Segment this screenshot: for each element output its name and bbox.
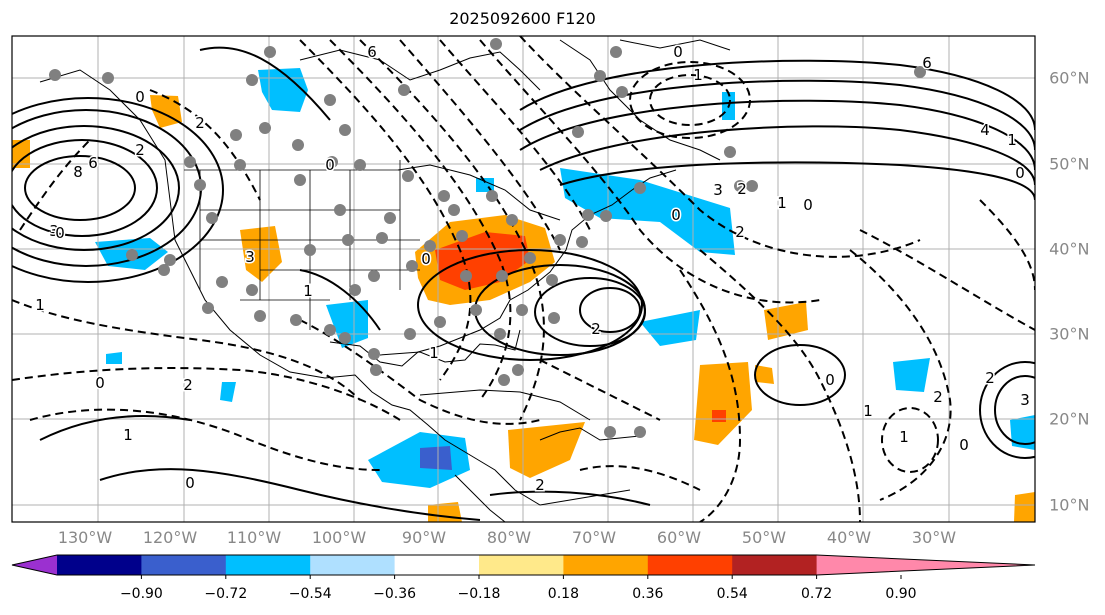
colorbar xyxy=(11,554,1036,579)
contour-label: 0 xyxy=(673,43,683,61)
longitude-label: 50°W xyxy=(741,528,787,547)
colorbar-tick-label: −0.36 xyxy=(373,586,417,602)
longitude-label: 130°W xyxy=(57,528,113,547)
contour-label: 0 xyxy=(421,250,431,268)
longitude-label: 90°W xyxy=(401,528,447,547)
longitude-label: 120°W xyxy=(142,528,198,547)
contour-label: 2 xyxy=(535,476,545,494)
latitude-label: 60°N xyxy=(1044,68,1090,88)
contour-label: 0 xyxy=(55,224,65,242)
contour-label: 0 xyxy=(325,156,335,174)
contour-label: 1 xyxy=(777,194,787,212)
contour-label: 0 xyxy=(1015,164,1025,182)
contour-label: 2 xyxy=(591,320,601,338)
colorbar-tick-label: 0.36 xyxy=(632,586,664,602)
longitude-label: 60°W xyxy=(656,528,702,547)
contours-negative xyxy=(12,36,1035,522)
contour-label: 0 xyxy=(959,436,969,454)
colorbar-tick-label: −0.90 xyxy=(119,586,163,602)
latitude-label: 40°N xyxy=(1044,239,1090,259)
colorbar-segment xyxy=(563,555,649,575)
graticule xyxy=(12,36,1035,522)
colorbar-tick-label: −0.18 xyxy=(457,586,501,602)
latitude-label: 20°N xyxy=(1044,409,1090,429)
latitude-label: 30°N xyxy=(1044,324,1090,344)
colorbar-tick-label: −0.54 xyxy=(288,586,332,602)
contour-label: 1 xyxy=(429,344,439,362)
colorbar-tick-label: 0.18 xyxy=(547,586,579,602)
contour-label: 3 xyxy=(49,222,59,240)
longitude-label: 70°W xyxy=(571,528,617,547)
map-frame xyxy=(11,35,1036,523)
contour-label: 8 xyxy=(73,163,83,181)
contour-label: 4 xyxy=(980,121,990,139)
contour-label: 3 xyxy=(245,248,255,266)
colorbar-segment xyxy=(57,555,142,575)
colorbar-tick-label: 0.54 xyxy=(716,586,748,602)
contour-label: 1 xyxy=(863,402,873,420)
contour-label: 3 xyxy=(713,181,723,199)
contour-label: 2 xyxy=(183,376,193,394)
colorbar-tick-label: 0.90 xyxy=(885,586,917,602)
colorbar-outline xyxy=(11,554,1036,576)
contour-label: 0 xyxy=(185,474,195,492)
contour-label: 2 xyxy=(135,141,145,159)
colorbar-segment xyxy=(647,555,733,575)
contour-label: 1 xyxy=(123,426,133,444)
contour-label: 1 xyxy=(35,296,45,314)
colorbar-segment xyxy=(310,555,396,575)
longitude-label: 80°W xyxy=(486,528,532,547)
station-markers xyxy=(49,38,926,438)
colorbar-tick-label: 0.72 xyxy=(801,586,833,602)
contour-label: 0 xyxy=(803,196,813,214)
contour-label: 2 xyxy=(933,388,943,406)
anomaly-fill xyxy=(12,68,1035,522)
contour-label: 1 xyxy=(899,428,909,446)
contour-label: 0 xyxy=(825,371,835,389)
plot-title: 2025092600 F120 xyxy=(449,9,596,28)
contour-label: 2 xyxy=(737,180,747,198)
contour-label: 0 xyxy=(95,374,105,392)
contour-label: 1 xyxy=(303,282,313,300)
contour-label: 6 xyxy=(922,54,932,72)
contour-label: 2 xyxy=(735,223,745,241)
colorbar-segment xyxy=(12,555,58,575)
longitude-label: 110°W xyxy=(226,528,282,547)
contour-label: 3 xyxy=(1020,391,1030,409)
contour-label: 1 xyxy=(1007,131,1017,149)
colorbar-segment xyxy=(141,555,227,575)
colorbar-segment xyxy=(732,555,818,575)
contour-label: 6 xyxy=(88,154,98,172)
colorbar-segment xyxy=(394,555,480,575)
colorbar-segment xyxy=(816,555,1035,575)
longitude-label: 30°W xyxy=(911,528,957,547)
longitude-label: 40°W xyxy=(826,528,872,547)
contour-label: 0 xyxy=(135,88,145,106)
contour-label: 0 xyxy=(671,206,681,224)
contour-label: 2 xyxy=(195,114,205,132)
latitude-label: 50°N xyxy=(1044,154,1090,174)
latitude-label: 10°N xyxy=(1044,495,1090,515)
contour-label: 1 xyxy=(693,66,703,84)
colorbar-segment xyxy=(225,555,311,575)
colorbar-tick-label: −0.72 xyxy=(204,586,248,602)
colorbar-segment xyxy=(479,555,564,575)
contour-label: 6 xyxy=(367,43,377,61)
contour-label: 2 xyxy=(985,369,995,387)
longitude-label: 100°W xyxy=(311,528,367,547)
